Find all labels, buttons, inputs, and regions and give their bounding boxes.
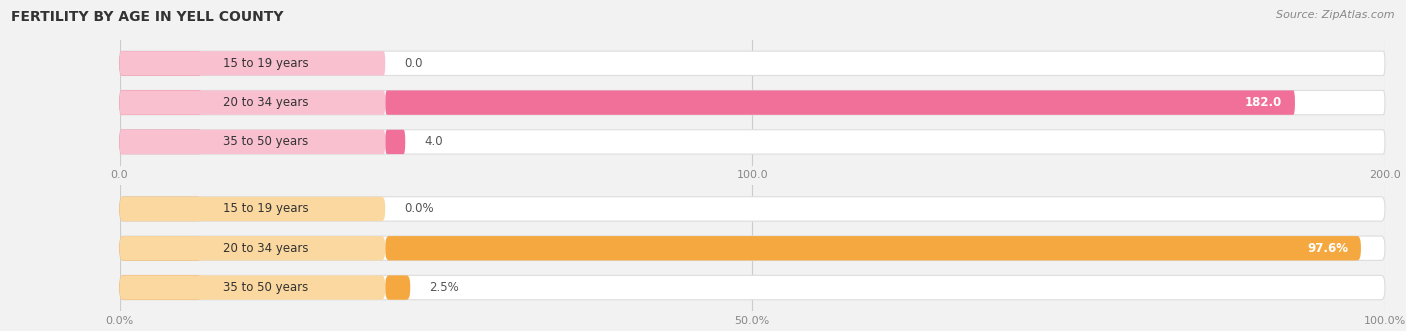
Text: FERTILITY BY AGE IN YELL COUNTY: FERTILITY BY AGE IN YELL COUNTY <box>11 10 284 24</box>
FancyBboxPatch shape <box>120 130 202 154</box>
FancyBboxPatch shape <box>120 236 385 260</box>
Text: 97.6%: 97.6% <box>1308 242 1348 255</box>
FancyBboxPatch shape <box>120 236 202 260</box>
Text: Source: ZipAtlas.com: Source: ZipAtlas.com <box>1277 10 1395 20</box>
FancyBboxPatch shape <box>120 197 385 221</box>
FancyBboxPatch shape <box>120 130 1385 154</box>
Text: 35 to 50 years: 35 to 50 years <box>224 281 308 294</box>
FancyBboxPatch shape <box>120 236 1385 260</box>
FancyBboxPatch shape <box>385 236 1361 260</box>
FancyBboxPatch shape <box>120 51 202 75</box>
FancyBboxPatch shape <box>120 275 1385 300</box>
FancyBboxPatch shape <box>120 51 1385 75</box>
Text: 2.5%: 2.5% <box>429 281 458 294</box>
Text: 15 to 19 years: 15 to 19 years <box>224 203 308 215</box>
Text: 20 to 34 years: 20 to 34 years <box>224 96 308 109</box>
Text: 0.0: 0.0 <box>405 57 423 70</box>
FancyBboxPatch shape <box>120 197 1385 221</box>
FancyBboxPatch shape <box>120 130 385 154</box>
FancyBboxPatch shape <box>120 275 385 300</box>
Text: 182.0: 182.0 <box>1246 96 1282 109</box>
FancyBboxPatch shape <box>120 51 385 75</box>
FancyBboxPatch shape <box>385 275 411 300</box>
FancyBboxPatch shape <box>120 90 385 115</box>
FancyBboxPatch shape <box>120 90 202 115</box>
Text: 15 to 19 years: 15 to 19 years <box>224 57 308 70</box>
FancyBboxPatch shape <box>120 275 202 300</box>
FancyBboxPatch shape <box>120 90 1385 115</box>
FancyBboxPatch shape <box>120 197 202 221</box>
FancyBboxPatch shape <box>385 130 405 154</box>
Text: 4.0: 4.0 <box>425 135 443 148</box>
Text: 0.0%: 0.0% <box>405 203 434 215</box>
FancyBboxPatch shape <box>385 90 1295 115</box>
Text: 20 to 34 years: 20 to 34 years <box>224 242 308 255</box>
Text: 35 to 50 years: 35 to 50 years <box>224 135 308 148</box>
